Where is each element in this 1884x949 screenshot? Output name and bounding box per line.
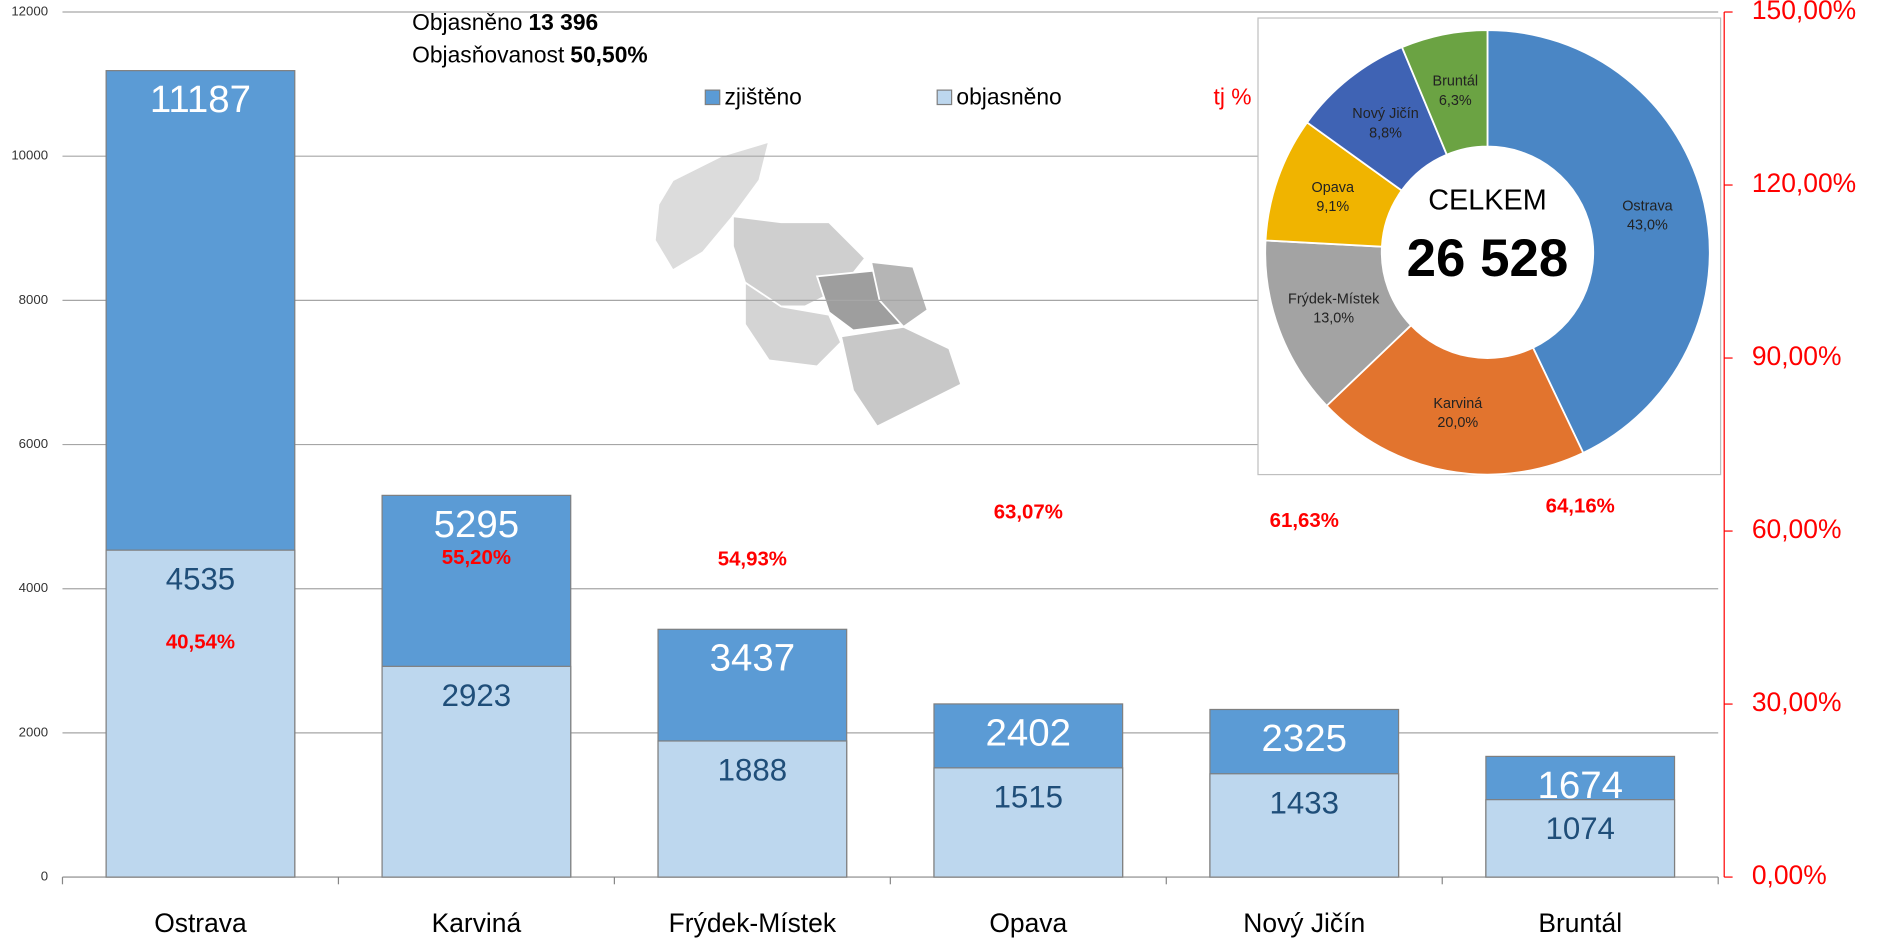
pie-segment (1486, 29, 1711, 455)
value-label: 1888 (718, 752, 787, 787)
pie-value-label: 20,0% (1437, 415, 1478, 431)
y-tick-label: 2000 (19, 724, 48, 739)
annotation-label: Objasněno (412, 9, 522, 35)
annotation: Objasňovanost 50,50% (412, 42, 648, 68)
y-tick-label: 0 (41, 869, 48, 884)
percent-label: 54,93% (718, 549, 787, 571)
value-label: 2325 (1262, 717, 1348, 760)
legend-swatch (704, 89, 721, 106)
x-tick-label: Opava (989, 908, 1067, 938)
y2-tick-label: 150,00% (1752, 0, 1856, 25)
annotation: Objasněno 13 396 (412, 9, 598, 35)
y-tick-label: 6000 (19, 436, 48, 451)
pie-label: Frýdek-Místek (1288, 291, 1380, 307)
y-tick-label: 4000 (19, 580, 48, 595)
center-value: 26 528 (1407, 229, 1569, 288)
value-label: 1674 (1537, 764, 1623, 807)
y2-tick-label: 90,00% (1752, 341, 1842, 371)
value-label: 5295 (434, 503, 520, 546)
legend-label: tj % (1214, 84, 1252, 110)
value-label: 2923 (442, 678, 511, 713)
pie-label: Nový Jičín (1352, 106, 1418, 122)
percent-label: 63,07% (994, 502, 1063, 524)
value-label: 1515 (994, 779, 1063, 814)
value-label: 1433 (1270, 785, 1339, 820)
annotation-value: 50,50% (570, 42, 647, 68)
legend-swatch (936, 89, 953, 106)
bar (933, 767, 1124, 878)
y2-tick-label: 120,00% (1752, 168, 1856, 198)
x-tick-label: Bruntál (1538, 908, 1622, 938)
bar (1485, 799, 1676, 878)
value-label: 1074 (1545, 811, 1614, 846)
bar (657, 740, 848, 878)
percent-label: 40,54% (166, 632, 235, 654)
percent-label: 61,63% (1270, 510, 1339, 532)
y-tick-label: 8000 (19, 292, 48, 307)
pie-segment (1325, 324, 1585, 476)
x-tick-label: Karviná (432, 908, 522, 938)
pie-label: Karviná (1433, 396, 1483, 412)
x-tick-label: Ostrava (154, 908, 247, 938)
y-tick-label: 10000 (11, 148, 48, 163)
value-label: 4535 (166, 562, 235, 597)
pie-value-label: 6,3% (1439, 93, 1472, 109)
percent-label: 64,16% (1546, 495, 1615, 517)
pie-value-label: 9,1% (1316, 199, 1349, 215)
legend-label: objasněno (956, 84, 1061, 110)
percent-label: 55,20% (442, 547, 511, 569)
pie-label: Bruntál (1432, 74, 1478, 90)
center-label: CELKEM (1428, 184, 1547, 216)
bar (381, 665, 572, 878)
y2-tick-label: 60,00% (1752, 514, 1842, 544)
bar (1209, 773, 1400, 878)
y-tick-label: 12000 (11, 3, 48, 18)
region-map (653, 140, 963, 428)
pie-value-label: 43,0% (1627, 218, 1668, 234)
pie-value-label: 8,8% (1369, 125, 1402, 141)
bar (105, 549, 296, 878)
value-label: 2402 (986, 711, 1072, 754)
legend-label: zjištěno (725, 84, 802, 110)
value-label: 3437 (710, 637, 796, 680)
y2-tick-label: 0,00% (1752, 860, 1827, 890)
annotation-label: Objasňovanost (412, 42, 565, 68)
y2-tick-label: 30,00% (1752, 687, 1842, 717)
pie-value-label: 13,0% (1313, 311, 1354, 327)
pie-label: Ostrava (1622, 198, 1673, 214)
annotation-value: 13 396 (528, 9, 598, 35)
x-tick-label: Frýdek-Místek (669, 908, 837, 938)
pie-label: Opava (1312, 180, 1355, 196)
x-tick-label: Nový Jičín (1243, 908, 1365, 938)
pie-segment (1400, 29, 1489, 156)
value-label: 11187 (150, 78, 251, 121)
